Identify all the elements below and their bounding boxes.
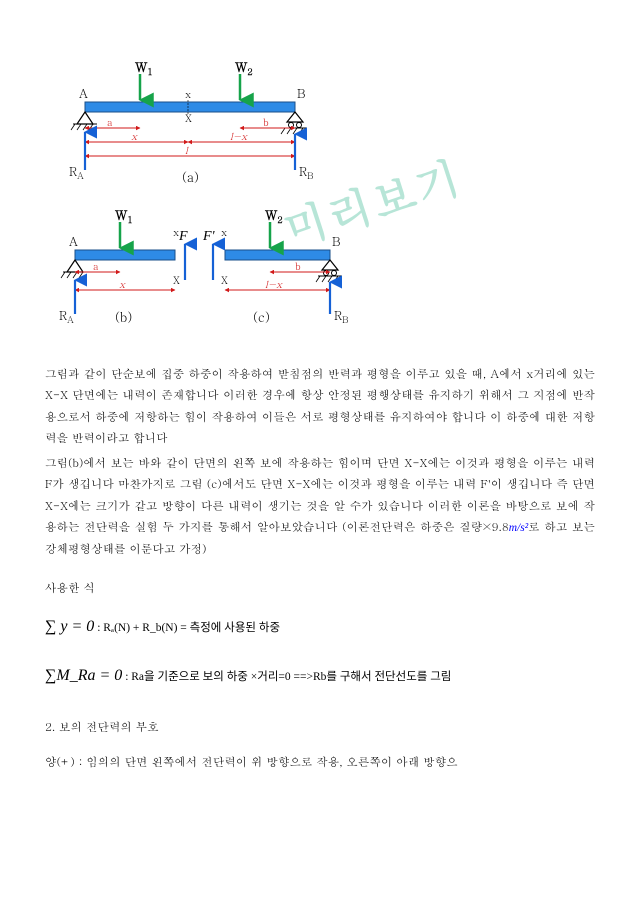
label-a-b: A: [69, 233, 78, 250]
label-rb-a: RB: [299, 163, 313, 182]
diagram-a: W1 W2 A B x X a b x l−x l: [69, 60, 313, 186]
label-b: B: [297, 85, 306, 102]
dim-b: b: [263, 115, 269, 129]
formula-label: 사용한 식: [45, 578, 595, 600]
label-w1-b: W1: [114, 205, 133, 226]
beam-diagrams-svg: W1 W2 A B x X a b x l−x l: [45, 60, 405, 350]
paragraph-1: 그림과 같이 단순보에 집중 하중이 작용하여 받침점의 반력과 평형을 이루고…: [45, 364, 595, 449]
label-f: F: [178, 229, 188, 244]
label-panel-c: (c): [253, 307, 270, 326]
dim-l: l: [185, 143, 189, 157]
label-panel-b: (b): [115, 307, 132, 326]
label-w2-a: W2: [234, 60, 253, 78]
label-x-sec-top: x: [185, 87, 191, 101]
dim-lminusx: l−x: [230, 129, 248, 143]
section-2: 2. 보의 전단력의 부호 양(+) : 임의의 단면 왼쪽에서 전단력이 위 …: [45, 717, 595, 774]
label-x-c-top: x: [221, 225, 227, 239]
paragraph-2: 그림(b)에서 보는 바와 같이 단면의 왼쪽 보에 작용하는 힘이며 단면 X…: [45, 453, 595, 560]
dim-x-b: x: [119, 277, 126, 291]
label-a: A: [79, 85, 88, 102]
label-fp: F': [202, 229, 216, 244]
label-rb-c: RB: [334, 307, 348, 326]
label-ra-b: RA: [59, 307, 74, 326]
section-2-heading: 2. 보의 전단력의 부호: [45, 717, 595, 738]
diagram-container: W1 W2 A B x X a b x l−x l: [45, 60, 405, 350]
section-2-body: 양(+) : 임의의 단면 왼쪽에서 전단력이 위 방향으로 작용, 오른쪽이 …: [45, 752, 595, 773]
formula-2-lhs: ∑M_Ra = 0: [45, 667, 122, 684]
label-x-sec-bot: X: [185, 111, 192, 125]
formula-1-rhs: : Rₐ(N) + R_b(N) = 측정에 사용된 하중: [94, 622, 280, 634]
dim-a-b: a: [93, 259, 99, 273]
diagram-bc: W1 A x X F a x RA (b): [59, 205, 348, 326]
dim-lminusx-c: l−x: [265, 277, 283, 291]
label-b-c: B: [332, 233, 341, 250]
body-text: 그림과 같이 단순보에 집중 하중이 작용하여 받침점의 반력과 평형을 이루고…: [45, 364, 595, 560]
dim-a: a: [107, 115, 113, 129]
dim-x: x: [131, 129, 138, 143]
unit-ms2: m/s²: [509, 522, 528, 534]
label-w2-c: W2: [264, 205, 283, 226]
label-w1-a: W1: [134, 60, 153, 78]
label-x-b-bot: X: [173, 273, 180, 287]
formula-2-rhs: : Ra을 기준으로 보의 하중 ×거리=0 ==>Rb를 구해서 전단선도를 …: [122, 671, 451, 683]
label-panel-a: (a): [182, 167, 199, 186]
formula-section: 사용한 식 ∑ y = 0 : Rₐ(N) + R_b(N) = 측정에 사용된…: [45, 578, 595, 691]
label-x-c-bot: X: [221, 273, 228, 287]
formula-2: ∑M_Ra = 0 : Ra을 기준으로 보의 하중 ×거리=0 ==>Rb를 …: [45, 661, 595, 691]
label-ra-a: RA: [69, 163, 84, 182]
dim-b-c: b: [295, 259, 301, 273]
formula-1: ∑ y = 0 : Rₐ(N) + R_b(N) = 측정에 사용된 하중: [45, 612, 595, 642]
formula-1-lhs: ∑ y = 0: [45, 618, 94, 635]
